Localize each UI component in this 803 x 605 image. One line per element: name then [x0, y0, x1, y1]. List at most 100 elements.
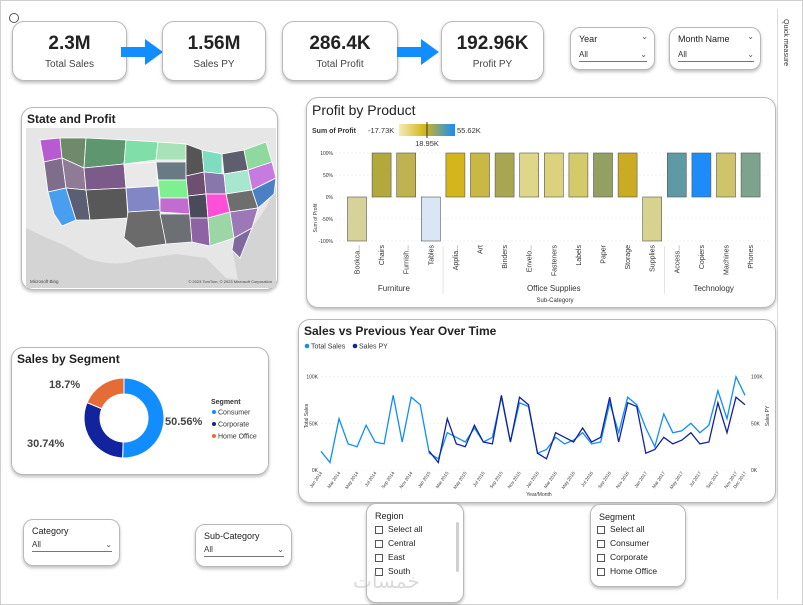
category-dropdown[interactable]: All ⌄ — [32, 540, 112, 552]
line-x-tick: Sep 2016 — [597, 470, 612, 489]
kpi-sales-py-value: 1.56M — [187, 32, 241, 54]
line-x-tick: Jul 2016 — [580, 470, 594, 487]
profit-bar[interactable] — [470, 152, 490, 198]
sales-by-segment-card: Sales by Segment 18.7% 50.56% 30.74% Seg… — [11, 347, 269, 475]
line-x-tick: Mar 2016 — [543, 470, 558, 489]
checkbox-icon[interactable] — [597, 539, 605, 548]
line-x-tick: Mar 2014 — [326, 470, 341, 489]
subcategory-slicer[interactable]: Sub-Category All ⌄ — [195, 524, 292, 567]
year-dropdown[interactable]: All ⌄ — [579, 50, 647, 62]
profit-bar[interactable] — [544, 152, 564, 198]
profit-bar[interactable] — [666, 152, 687, 198]
segment-option[interactable]: Home Office — [597, 566, 657, 576]
year-slicer[interactable]: Year ⌄ All ⌄ — [570, 27, 655, 70]
segment-option[interactable]: Corporate — [597, 552, 648, 562]
checkbox-icon[interactable] — [375, 539, 383, 548]
profit-bar[interactable] — [642, 196, 663, 242]
profit-x-tick: Storage — [625, 245, 632, 270]
line-legend-sales-py: Sales PY — [359, 344, 388, 351]
watermark: خمسات — [353, 569, 420, 593]
donut-label-home-office: 18.7% — [49, 379, 80, 391]
checkbox-icon[interactable] — [375, 525, 383, 534]
line-y-tick-left: 50K — [309, 421, 319, 427]
region-option[interactable]: Select all — [375, 524, 423, 534]
profit-y-tick: -50% — [321, 217, 333, 223]
quick-measure-pane[interactable]: Quick measure — [777, 9, 799, 599]
profit-x-tick: Phones — [748, 245, 755, 269]
month-dropdown[interactable]: All ⌄ — [678, 50, 754, 62]
subcategory-dropdown[interactable]: All ⌄ — [204, 545, 284, 557]
line-x-tick: Jul 2014 — [364, 470, 378, 487]
category-slicer[interactable]: Category All ⌄ — [23, 519, 120, 566]
us-map[interactable]: Microsoft Bing © 2023 TomTom, © 2023 Mic… — [26, 128, 276, 288]
subcategory-slicer-title: Sub-Category — [204, 531, 260, 541]
region-option[interactable]: South — [375, 566, 410, 576]
profit-bar[interactable] — [371, 152, 392, 198]
kpi-profit-py-label: Profit PY — [472, 58, 513, 70]
donut-slice[interactable] — [86, 377, 125, 410]
profit-bar[interactable] — [593, 152, 613, 198]
segment-legend-marker — [212, 410, 216, 414]
checkbox-icon[interactable] — [597, 567, 605, 576]
line-x-tick: Sep 2014 — [380, 470, 395, 489]
kpi-sales-py-label: Sales PY — [193, 58, 235, 70]
checkbox-icon[interactable] — [375, 553, 383, 562]
checkbox-icon[interactable] — [597, 525, 605, 534]
profit-bar[interactable] — [716, 152, 736, 198]
profit-x-tick: Supplies — [650, 245, 657, 272]
profit-bar[interactable] — [519, 152, 539, 198]
profit-group-label: Furniture — [378, 284, 411, 293]
region-option[interactable]: East — [375, 552, 405, 562]
info-icon[interactable] — [9, 13, 19, 23]
profit-group-label: Technology — [693, 284, 733, 293]
donut-slice[interactable] — [122, 377, 165, 459]
line-x-tick: Sep 2015 — [489, 470, 504, 489]
line-y-axis-right-title: Sales PY — [765, 405, 771, 426]
month-slicer[interactable]: Month Name ⌄ All ⌄ — [669, 27, 761, 70]
chevron-down-icon[interactable]: ⌄ — [641, 32, 648, 41]
checkbox-icon[interactable] — [597, 553, 605, 562]
segment-legend-item: Home Office — [218, 434, 257, 441]
line-series-path[interactable] — [428, 395, 746, 464]
region-scrollbar[interactable] — [456, 522, 459, 572]
chevron-down-icon[interactable]: ⌄ — [747, 32, 754, 41]
category-slicer-title: Category — [32, 526, 69, 536]
region-slicer[interactable]: Region Select all Central East South — [366, 503, 464, 603]
profit-bar[interactable] — [445, 152, 466, 198]
profit-x-tick: Chairs — [379, 245, 386, 266]
map-credits: © 2023 TomTom, © 2023 Microsoft Corporat… — [188, 279, 272, 284]
profit-x-tick: Tables — [428, 245, 435, 266]
profit-x-tick: Art — [478, 245, 485, 254]
region-option[interactable]: Central — [375, 538, 415, 548]
line-x-tick: Nov 2016 — [615, 470, 630, 489]
profit-bar[interactable] — [347, 196, 367, 242]
profit-bar[interactable] — [691, 152, 712, 198]
line-chart-title: Sales vs Previous Year Over Time — [304, 324, 497, 338]
line-series-path[interactable] — [320, 374, 746, 464]
line-x-tick: May 2014 — [344, 470, 360, 489]
profit-bar[interactable] — [740, 152, 761, 198]
profit-x-tick: Machines — [724, 245, 731, 275]
profit-bar[interactable] — [421, 196, 441, 242]
segment-slicer[interactable]: Segment Select all Consumer Corporate Ho… — [590, 504, 686, 587]
profit-bar[interactable] — [494, 152, 515, 198]
quick-measure-label[interactable]: Quick measure — [782, 19, 789, 67]
chevron-down-icon: ⌄ — [640, 50, 647, 59]
profit-bar[interactable] — [396, 152, 416, 198]
state-profit-map-card: State and Profit — [21, 107, 278, 290]
checkbox-icon[interactable] — [375, 567, 383, 576]
donut-label-corporate: 30.74% — [27, 438, 65, 450]
donut-slice[interactable] — [83, 401, 124, 459]
profit-x-axis-title: Sub-Category — [536, 298, 573, 304]
profit-bar[interactable] — [568, 152, 589, 198]
kpi-total-profit-value: 286.4K — [309, 32, 371, 54]
profit-bar[interactable] — [617, 152, 638, 198]
profit-bar-chart: Sum of Profit -17.73K 55.62K 18.95K Sum … — [312, 122, 769, 304]
segment-option[interactable]: Consumer — [597, 538, 649, 548]
segment-option[interactable]: Select all — [597, 524, 645, 534]
chevron-down-icon: ⌄ — [747, 50, 754, 59]
line-x-tick: Mar 2017 — [651, 470, 666, 489]
kpi-total-sales-value: 2.3M — [48, 32, 91, 54]
line-x-axis-title: Year/Month — [526, 492, 552, 498]
